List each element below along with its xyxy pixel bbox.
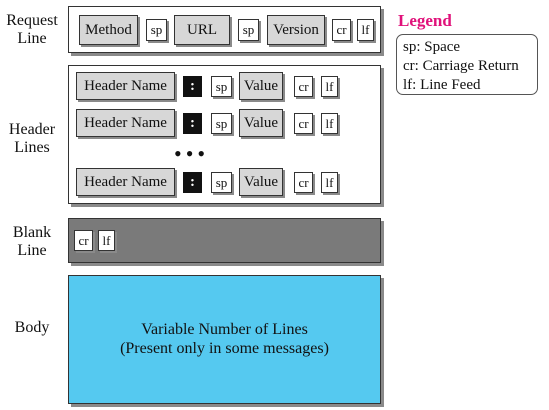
line-feed-token: lf <box>357 19 374 41</box>
value-field: Value <box>239 168 283 196</box>
space-token: sp <box>146 19 167 41</box>
ellipsis-dots: ••• <box>174 141 210 166</box>
legend-item: lf: Line Feed <box>403 77 481 93</box>
body-section: Variable Number of Lines (Present only i… <box>68 275 381 404</box>
colon-token: : <box>183 172 202 193</box>
value-field: Value <box>239 72 283 100</box>
space-token: sp <box>211 172 232 193</box>
carriage-return-token: cr <box>332 19 351 41</box>
line-feed-token: lf <box>321 172 338 193</box>
header-name-field: Header Name <box>76 72 175 100</box>
header-name-field: Header Name <box>76 109 175 137</box>
request-line-section: Method sp URL sp Version cr lf <box>68 6 381 53</box>
request-line-label: Request Line <box>6 12 58 47</box>
line-feed-token: lf <box>98 230 115 251</box>
carriage-return-token: cr <box>294 76 313 97</box>
body-text-line-1: Variable Number of Lines <box>141 321 308 338</box>
colon-token: : <box>183 76 202 97</box>
version-field: Version <box>267 15 325 45</box>
space-token: sp <box>238 19 259 41</box>
header-lines-label: Header Lines <box>8 121 56 156</box>
space-token: sp <box>211 76 232 97</box>
method-field: Method <box>79 15 138 45</box>
blank-line-label: Blank Line <box>12 224 52 259</box>
blank-line-section: cr lf <box>68 218 381 263</box>
carriage-return-token: cr <box>294 172 313 193</box>
legend-item: cr: Carriage Return <box>403 58 519 74</box>
legend-title: Legend <box>398 11 452 30</box>
legend-item: sp: Space <box>403 39 461 55</box>
space-token: sp <box>211 113 232 134</box>
url-field: URL <box>174 15 230 45</box>
carriage-return-token: cr <box>74 230 93 251</box>
body-text-line-2: (Present only in some messages) <box>120 340 329 357</box>
carriage-return-token: cr <box>294 113 313 134</box>
line-feed-token: lf <box>321 113 338 134</box>
colon-token: : <box>183 113 202 134</box>
header-lines-section: Header Name : sp Value cr lf Header Name… <box>68 65 381 204</box>
body-label: Body <box>14 319 50 336</box>
value-field: Value <box>239 109 283 137</box>
header-name-field: Header Name <box>76 168 175 196</box>
legend-box: sp: Space cr: Carriage Return lf: Line F… <box>396 34 538 95</box>
line-feed-token: lf <box>321 76 338 97</box>
